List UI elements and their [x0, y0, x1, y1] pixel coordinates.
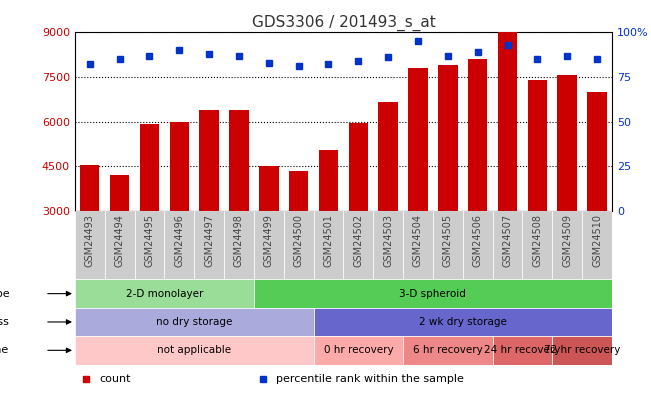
- Text: 3-D spheroid: 3-D spheroid: [400, 289, 466, 298]
- Bar: [528, 80, 547, 211]
- Text: GSM24510: GSM24510: [592, 214, 602, 267]
- Bar: [493, 336, 552, 364]
- Bar: [438, 65, 458, 211]
- Bar: [319, 150, 338, 211]
- Bar: [229, 110, 249, 211]
- Bar: [259, 166, 279, 211]
- Bar: [284, 211, 314, 279]
- Text: GSM24509: GSM24509: [562, 214, 572, 267]
- Bar: [135, 211, 165, 279]
- Text: GSM24494: GSM24494: [115, 214, 124, 267]
- Bar: [552, 336, 612, 364]
- Title: GDS3306 / 201493_s_at: GDS3306 / 201493_s_at: [251, 15, 436, 31]
- Bar: [314, 211, 344, 279]
- Text: GSM24496: GSM24496: [174, 214, 184, 267]
- Bar: [194, 211, 224, 279]
- Bar: [314, 308, 612, 336]
- Bar: [224, 211, 254, 279]
- Bar: [349, 123, 368, 211]
- Bar: [403, 336, 493, 364]
- Bar: [254, 211, 284, 279]
- Bar: [463, 211, 493, 279]
- Bar: [110, 175, 130, 211]
- Bar: [344, 211, 373, 279]
- Text: stress: stress: [0, 317, 9, 327]
- Bar: [378, 102, 398, 211]
- Bar: [557, 75, 577, 211]
- Bar: [433, 211, 463, 279]
- Text: 6 hr recovery: 6 hr recovery: [413, 345, 482, 355]
- Text: GSM24504: GSM24504: [413, 214, 423, 267]
- Bar: [582, 211, 612, 279]
- Bar: [75, 211, 105, 279]
- Bar: [254, 279, 612, 308]
- Bar: [75, 336, 314, 364]
- Text: 2 wk dry storage: 2 wk dry storage: [419, 317, 506, 327]
- Bar: [80, 164, 100, 211]
- Text: GSM24493: GSM24493: [85, 214, 95, 267]
- Text: GSM24505: GSM24505: [443, 214, 453, 267]
- Text: no dry storage: no dry storage: [156, 317, 232, 327]
- Bar: [314, 336, 403, 364]
- Text: 24 hr recovery: 24 hr recovery: [484, 345, 561, 355]
- Bar: [587, 92, 607, 211]
- Text: cell type: cell type: [0, 289, 9, 298]
- Bar: [403, 211, 433, 279]
- Text: GSM24499: GSM24499: [264, 214, 274, 267]
- Bar: [75, 279, 254, 308]
- Text: GSM24495: GSM24495: [145, 214, 154, 267]
- Text: GSM24502: GSM24502: [353, 214, 363, 267]
- Bar: [498, 32, 517, 211]
- Bar: [552, 211, 582, 279]
- Text: 0 hr recovery: 0 hr recovery: [324, 345, 393, 355]
- Text: not applicable: not applicable: [157, 345, 231, 355]
- Bar: [468, 59, 488, 211]
- Bar: [199, 110, 219, 211]
- Text: 2-D monolayer: 2-D monolayer: [126, 289, 203, 298]
- Text: time: time: [0, 345, 9, 355]
- Bar: [164, 211, 194, 279]
- Bar: [493, 211, 522, 279]
- Bar: [522, 211, 552, 279]
- Text: GSM24501: GSM24501: [324, 214, 333, 267]
- Bar: [289, 171, 309, 211]
- Bar: [373, 211, 403, 279]
- Text: GSM24508: GSM24508: [533, 214, 542, 267]
- Text: percentile rank within the sample: percentile rank within the sample: [276, 374, 464, 384]
- Text: GSM24507: GSM24507: [503, 214, 512, 267]
- Text: GSM24500: GSM24500: [294, 214, 303, 267]
- Bar: [140, 124, 159, 211]
- Bar: [75, 308, 314, 336]
- Text: GSM24506: GSM24506: [473, 214, 482, 267]
- Bar: [408, 68, 428, 211]
- Text: 72 hr recovery: 72 hr recovery: [544, 345, 620, 355]
- Text: GSM24503: GSM24503: [383, 214, 393, 267]
- Text: GSM24498: GSM24498: [234, 214, 244, 267]
- Bar: [170, 122, 189, 211]
- Text: GSM24497: GSM24497: [204, 214, 214, 267]
- Bar: [105, 211, 135, 279]
- Text: count: count: [99, 374, 131, 384]
